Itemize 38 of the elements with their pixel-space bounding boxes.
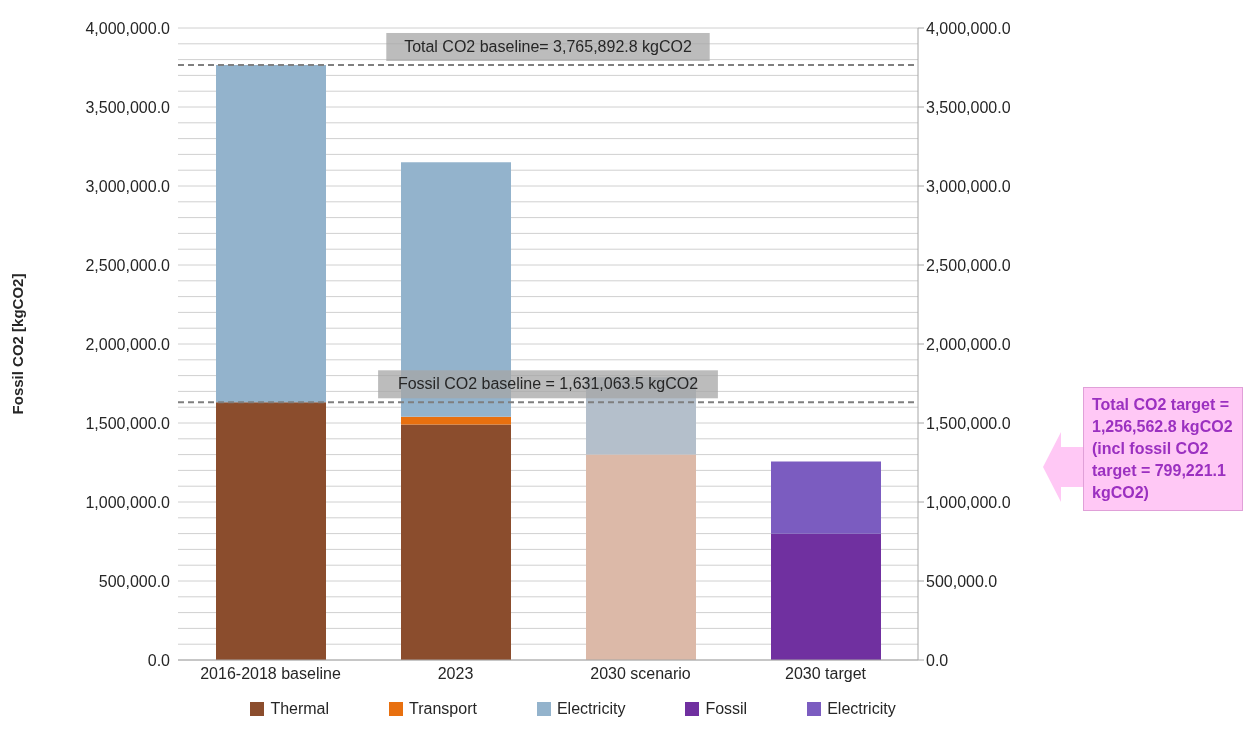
- x-tick-label: 2030 target: [785, 665, 867, 683]
- bar: [401, 416, 511, 425]
- bar: [216, 402, 326, 660]
- y2-tick-label: 3,000,000.0: [926, 177, 1011, 195]
- ref-line-label: Total CO2 baseline= 3,765,892.8 kgCO2: [404, 37, 692, 55]
- y-tick-label: 0.0: [147, 651, 171, 669]
- y-tick-label: 2,000,000.0: [85, 335, 171, 353]
- bar: [586, 454, 696, 660]
- y-tick-label: 4,000,000.0: [85, 19, 171, 37]
- legend-label: Electricity: [826, 700, 896, 718]
- y2-tick-label: 0.0: [926, 651, 949, 669]
- y2-tick-label: 1,500,000.0: [926, 414, 1011, 432]
- y2-tick-label: 2,500,000.0: [926, 256, 1011, 274]
- legend-label: Transport: [408, 700, 477, 718]
- y-tick-label: 500,000.0: [98, 572, 171, 590]
- y2-tick-label: 3,500,000.0: [926, 98, 1011, 116]
- x-tick-label: 2030 scenario: [590, 665, 691, 683]
- bar: [401, 424, 511, 660]
- legend-label: Fossil: [704, 700, 748, 718]
- bar: [771, 533, 881, 660]
- text: Total CO2 target = 1,256,562.8 kgCO2 (incl fossil CO2 target = 799,221.1 kgCO2): [1083, 387, 1243, 512]
- y-tick-label: 1,500,000.0: [85, 414, 171, 432]
- y-tick-label: 3,500,000.0: [85, 98, 171, 116]
- y2-tick-label: 2,000,000.0: [926, 335, 1011, 353]
- y2-tick-label: 1,000,000.0: [926, 493, 1011, 511]
- ref-line-label: Fossil CO2 baseline = 1,631,063.5 kgCO2: [397, 375, 699, 393]
- bar: [771, 461, 881, 534]
- y-axis-title: Fossil CO2 [kgCO2]: [9, 273, 27, 415]
- legend-label: Thermal: [269, 700, 330, 718]
- x-tick-label: 2023: [437, 665, 474, 683]
- y-tick-label: 3,000,000.0: [85, 177, 171, 195]
- legend-label: Electricity: [555, 700, 626, 718]
- bar: [216, 64, 326, 403]
- y2-tick-label: 500,000.0: [926, 572, 998, 590]
- x-tick-label: 2016-2018 baseline: [200, 665, 341, 683]
- y2-tick-label: 4,000,000.0: [926, 19, 1011, 37]
- y-tick-label: 2,500,000.0: [85, 256, 171, 274]
- y-tick-label: 1,000,000.0: [85, 493, 171, 511]
